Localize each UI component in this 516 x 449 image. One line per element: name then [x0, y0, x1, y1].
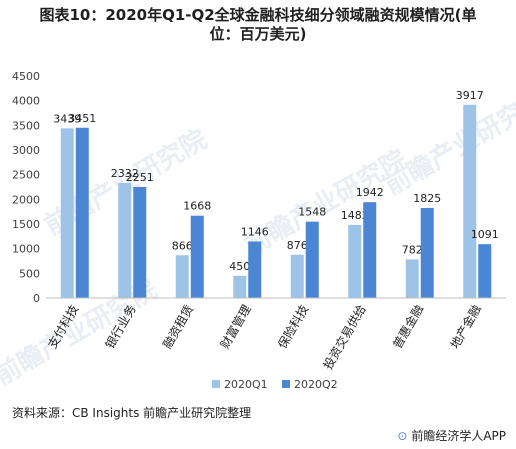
- source-note: 资料来源：CB Insights 前瞻产业研究院整理: [12, 406, 252, 420]
- y-tick-label: 3000: [12, 144, 40, 157]
- data-label: 866: [172, 239, 193, 252]
- bar-q1: [290, 254, 304, 298]
- data-label: 782: [402, 243, 423, 256]
- bar-q1: [348, 224, 362, 298]
- x-tick-label: 保险科技: [274, 302, 311, 351]
- y-tick-label: 4000: [12, 95, 40, 108]
- y-tick-label: 0: [33, 292, 40, 305]
- data-label: 1482: [341, 209, 369, 222]
- x-tick-label: 投资交易供给: [320, 302, 369, 372]
- title-line-1: 图表10：2020年Q1-Q2全球金融科技细分领域融资规模情况(单: [39, 6, 477, 24]
- title-line-2: 位：百万美元): [209, 25, 307, 43]
- data-label: 1091: [471, 228, 499, 241]
- data-label: 1942: [356, 186, 384, 199]
- y-axis: 0 500 1000 1500 2000 2500 3000 3500 4000 4500: [12, 70, 40, 305]
- legend-label: 2020Q2: [294, 378, 338, 391]
- legend-swatch: [212, 380, 220, 388]
- bar-q1: [60, 128, 74, 298]
- data-label: 2251: [126, 171, 154, 184]
- data-label: 3439: [53, 112, 81, 125]
- app-credit: ⊙ 前瞻经济学人APP: [397, 427, 506, 444]
- y-tick-label: 1500: [12, 218, 40, 231]
- x-tick-label: 普惠金融: [389, 302, 426, 351]
- data-label: 1825: [413, 192, 441, 205]
- legend-label: 2020Q1: [224, 378, 268, 391]
- watermark-text: 前瞻产业研究院: [379, 84, 516, 202]
- watermark-text: 前瞻产业研究院: [239, 144, 412, 262]
- data-label: 1548: [298, 206, 326, 219]
- y-tick-label: 3500: [12, 119, 40, 132]
- y-tick-label: 2500: [12, 169, 40, 182]
- data-label: 450: [229, 260, 250, 273]
- data-label: 1668: [183, 200, 211, 213]
- legend-swatch: [282, 380, 290, 388]
- data-label: 1146: [241, 225, 269, 238]
- bar-q2: [363, 202, 377, 298]
- bar-q2: [75, 127, 89, 298]
- page-title: 图表10：2020年Q1-Q2全球金融科技细分领域融资规模情况(单 位：百万美元…: [0, 6, 516, 44]
- data-label: 2332: [111, 167, 139, 180]
- data-label: 3451: [68, 112, 96, 125]
- data-label: 3917: [456, 89, 484, 102]
- x-tick-label: 地产金融: [447, 302, 484, 351]
- x-tick-label: 融资租赁: [160, 303, 196, 352]
- bar-q1: [233, 275, 247, 298]
- app-logo-icon: ⊙: [397, 429, 408, 443]
- legend: 2020Q1 2020Q2: [212, 378, 338, 391]
- bar-q2: [420, 207, 434, 298]
- bar-q1: [463, 104, 477, 299]
- bar-q2: [190, 215, 204, 298]
- bar-q2: [133, 186, 147, 298]
- bar-q1: [405, 259, 419, 298]
- y-tick-label: 1000: [12, 243, 40, 256]
- y-tick-label: 2000: [12, 193, 40, 206]
- bar-q1: [175, 255, 189, 298]
- data-label: 876: [287, 239, 308, 252]
- app-name: 前瞻经济学人APP: [411, 429, 506, 443]
- y-tick-label: 500: [19, 267, 40, 280]
- bar-q2: [305, 221, 319, 298]
- y-tick-label: 4500: [12, 70, 40, 83]
- bar-q2: [478, 244, 492, 298]
- bar-q1: [118, 182, 132, 298]
- bar-q2: [248, 241, 262, 298]
- x-tick-label: 财富管理: [217, 302, 254, 351]
